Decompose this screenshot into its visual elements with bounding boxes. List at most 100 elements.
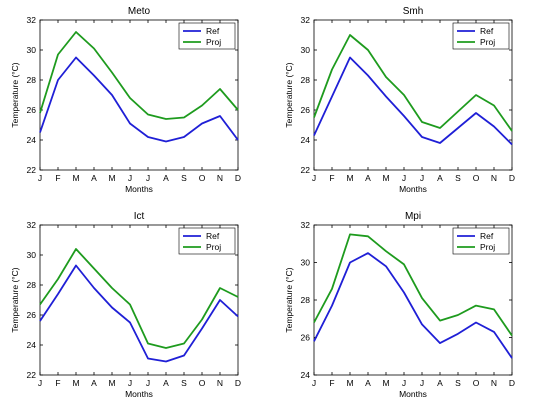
x-axis-label: Months bbox=[399, 389, 427, 399]
x-axis-label: Months bbox=[399, 184, 427, 194]
x-tick-label: S bbox=[455, 173, 461, 183]
plot-area-frame bbox=[313, 19, 513, 171]
x-tick-label: J bbox=[38, 173, 42, 183]
y-tick-label: 30 bbox=[27, 45, 37, 55]
legend-label-ref: Ref bbox=[206, 231, 220, 241]
legend-box bbox=[452, 22, 510, 50]
series-line-proj bbox=[313, 233, 513, 337]
y-tick-label: 22 bbox=[27, 370, 37, 380]
legend-label-ref: Ref bbox=[206, 26, 220, 36]
y-tick-label: 22 bbox=[27, 165, 37, 175]
x-tick-label: J bbox=[38, 378, 42, 388]
x-tick-label: F bbox=[329, 173, 334, 183]
x-tick-label: A bbox=[437, 173, 443, 183]
x-tick-label: O bbox=[199, 378, 206, 388]
x-tick-label: J bbox=[420, 378, 424, 388]
x-tick-label: A bbox=[91, 378, 97, 388]
y-tick-label: 30 bbox=[27, 250, 37, 260]
series-line-proj bbox=[39, 248, 239, 349]
x-tick-label: N bbox=[491, 173, 497, 183]
y-axis-label: Temperature (°C) bbox=[284, 62, 294, 127]
x-tick-label: F bbox=[329, 378, 334, 388]
x-tick-label: M bbox=[108, 378, 115, 388]
series-line-ref bbox=[39, 56, 239, 143]
subplot-meto: Meto 22 24 26 28 30 32 J F M A M J J A S O N D Months Temper… bbox=[10, 6, 241, 194]
x-tick-label: J bbox=[312, 378, 316, 388]
x-tick-label: M bbox=[382, 378, 389, 388]
x-tick-label: D bbox=[235, 378, 241, 388]
chart-title: Smh bbox=[403, 6, 424, 17]
x-axis-label: Months bbox=[125, 184, 153, 194]
y-tick-label: 30 bbox=[301, 45, 311, 55]
x-tick-label: O bbox=[199, 173, 206, 183]
x-tick-label: S bbox=[455, 378, 461, 388]
legend-label-proj: Proj bbox=[206, 37, 221, 47]
y-tick-label: 32 bbox=[27, 220, 37, 230]
y-tick-label: 32 bbox=[27, 15, 37, 25]
x-tick-label: A bbox=[365, 173, 371, 183]
legend-label-ref: Ref bbox=[480, 26, 494, 36]
x-tick-label: M bbox=[108, 173, 115, 183]
x-tick-label: J bbox=[146, 173, 150, 183]
y-tick-label: 22 bbox=[301, 165, 311, 175]
y-tick-label: 28 bbox=[301, 295, 311, 305]
x-tick-label: J bbox=[312, 173, 316, 183]
x-tick-label: A bbox=[91, 173, 97, 183]
x-tick-label: J bbox=[402, 173, 406, 183]
x-tick-label: F bbox=[55, 378, 60, 388]
y-axis-label: Temperature (°C) bbox=[10, 267, 20, 332]
series-line-proj bbox=[313, 34, 513, 132]
x-tick-label: O bbox=[473, 378, 480, 388]
legend-label-proj: Proj bbox=[480, 37, 495, 47]
chart-title: Ict bbox=[134, 211, 145, 222]
x-tick-label: N bbox=[217, 378, 223, 388]
x-tick-label: A bbox=[163, 378, 169, 388]
plot-area-frame bbox=[39, 224, 239, 376]
x-tick-label: J bbox=[128, 378, 132, 388]
x-tick-label: M bbox=[72, 378, 79, 388]
x-tick-label: A bbox=[365, 378, 371, 388]
x-tick-label: J bbox=[128, 173, 132, 183]
x-tick-label: M bbox=[346, 378, 353, 388]
subplot-smh: Smh 22 24 26 28 30 32 J F M A M J J A S O N D Months Tempera… bbox=[284, 6, 515, 194]
x-tick-label: S bbox=[181, 378, 187, 388]
y-tick-label: 32 bbox=[301, 15, 311, 25]
y-tick-label: 24 bbox=[301, 370, 311, 380]
subplot-ict: Ict 22 24 26 28 30 32 J F M A M J J A S O N D Months Tempera… bbox=[10, 211, 241, 399]
x-tick-label: D bbox=[509, 378, 515, 388]
y-tick-label: 26 bbox=[301, 105, 311, 115]
series-line-proj bbox=[39, 31, 239, 120]
x-axis-label: Months bbox=[125, 389, 153, 399]
x-tick-label: J bbox=[146, 378, 150, 388]
x-tick-label: M bbox=[382, 173, 389, 183]
x-tick-label: D bbox=[509, 173, 515, 183]
y-axis-label: Temperature (°C) bbox=[10, 62, 20, 127]
x-tick-label: J bbox=[420, 173, 424, 183]
legend-box bbox=[178, 22, 236, 50]
y-axis-label: Temperature (°C) bbox=[284, 267, 294, 332]
legend-label-proj: Proj bbox=[480, 242, 495, 252]
x-tick-label: O bbox=[473, 173, 480, 183]
x-tick-label: D bbox=[235, 173, 241, 183]
y-tick-label: 24 bbox=[27, 135, 37, 145]
series-line-ref bbox=[313, 252, 513, 359]
x-tick-label: M bbox=[72, 173, 79, 183]
chart-title: Mpi bbox=[405, 211, 421, 222]
y-tick-label: 30 bbox=[301, 258, 311, 268]
x-tick-label: J bbox=[402, 378, 406, 388]
y-tick-label: 26 bbox=[27, 310, 37, 320]
series-line-ref bbox=[313, 56, 513, 146]
y-tick-label: 28 bbox=[27, 280, 37, 290]
x-tick-label: M bbox=[346, 173, 353, 183]
chart-title: Meto bbox=[128, 6, 151, 17]
subplot-mpi: Mpi 24 26 28 30 32 J F M A M J J A S O N D Months Temperatu… bbox=[284, 211, 515, 399]
plot-area-frame bbox=[39, 19, 239, 171]
x-tick-label: S bbox=[181, 173, 187, 183]
x-tick-label: F bbox=[55, 173, 60, 183]
y-tick-label: 28 bbox=[301, 75, 311, 85]
y-tick-label: 32 bbox=[301, 220, 311, 230]
